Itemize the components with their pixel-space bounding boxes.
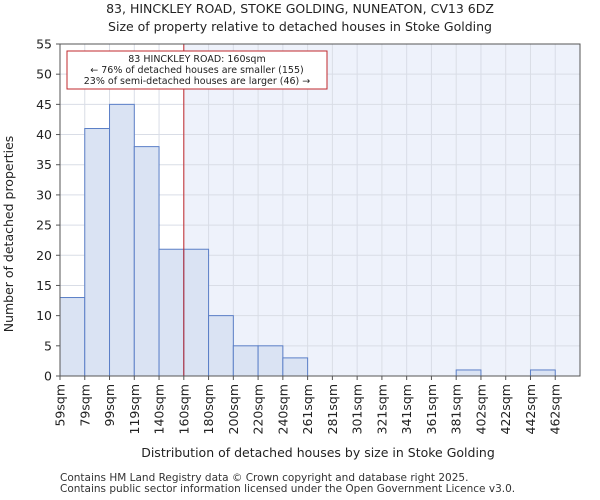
x-tick-label: 220sqm <box>251 384 266 434</box>
y-axis-ticks: 0 5 10 15 20 25 30 35 40 45 50 55 <box>36 37 60 384</box>
bar <box>529 369 556 377</box>
annotation-line-1: 83 HINCKLEY ROAD: 160sqm <box>128 54 265 65</box>
annotation-box: 83 HINCKLEY ROAD: 160sqm ← 76% of detach… <box>66 50 328 90</box>
annotation-line-3: 23% of semi-detached houses are larger (… <box>84 76 311 87</box>
bar <box>455 369 482 377</box>
footer-line-2: Contains public sector information licen… <box>60 483 516 495</box>
bar <box>109 103 135 377</box>
bar <box>232 345 259 377</box>
annotation-border <box>66 50 328 90</box>
bar <box>158 248 185 377</box>
bar <box>59 297 86 377</box>
x-tick-label: 180sqm <box>201 384 216 434</box>
bar <box>183 248 210 377</box>
bars <box>59 103 556 377</box>
x-tick-label: 321sqm <box>374 384 389 434</box>
bar <box>257 345 284 377</box>
y-tick-label: 50 <box>36 67 52 82</box>
bar <box>84 128 111 377</box>
y-tick-label: 15 <box>36 278 52 293</box>
bar <box>282 357 309 377</box>
x-tick-label: 402sqm <box>473 384 488 434</box>
chart-subtitle: Size of property relative to detached ho… <box>108 19 492 34</box>
chart-title: 83, HINCKLEY ROAD, STOKE GOLDING, NUNEAT… <box>106 1 494 16</box>
y-tick-label: 35 <box>36 157 52 172</box>
y-tick-label: 5 <box>44 338 52 353</box>
y-tick-label: 25 <box>36 218 52 233</box>
x-tick-label: 59sqm <box>53 384 68 427</box>
x-axis-ticks: 59sqm 79sqm 99sqm 119sqm 140sqm 160sqm 180sqm 2… <box>53 376 563 434</box>
x-tick-label: 261sqm <box>300 384 315 434</box>
y-tick-label: 45 <box>36 97 52 112</box>
y-tick-label: 55 <box>36 37 52 52</box>
x-tick-label: 301sqm <box>350 384 365 434</box>
y-tick-label: 10 <box>36 308 52 323</box>
footer: Contains HM Land Registry data © Crown c… <box>60 473 515 495</box>
y-axis-label: Number of detached properties <box>1 136 16 333</box>
annotation-line-2: ← 76% of detached houses are smaller (15… <box>90 65 303 76</box>
x-tick-label: 462sqm <box>548 384 563 434</box>
y-tick-label: 20 <box>36 248 52 263</box>
x-tick-label: 240sqm <box>275 384 290 434</box>
y-tick-label: 0 <box>44 369 52 384</box>
x-tick-label: 381sqm <box>449 384 464 434</box>
x-tick-label: 200sqm <box>226 384 241 434</box>
footer-line-1: Contains HM Land Registry data © Crown c… <box>60 472 469 484</box>
x-tick-label: 99sqm <box>102 384 117 427</box>
y-tick-label: 40 <box>36 127 52 142</box>
x-tick-label: 281sqm <box>325 384 340 434</box>
x-tick-label: 140sqm <box>152 384 167 434</box>
x-tick-label: 442sqm <box>523 384 538 434</box>
x-tick-label: 160sqm <box>176 384 191 434</box>
x-tick-label: 79sqm <box>77 384 92 427</box>
x-tick-label: 119sqm <box>127 384 142 434</box>
bar <box>208 315 234 377</box>
y-tick-label: 30 <box>36 187 52 202</box>
x-tick-label: 361sqm <box>424 384 439 434</box>
x-tick-label: 422sqm <box>498 384 513 434</box>
x-axis-label: Distribution of detached houses by size … <box>141 445 495 460</box>
x-tick-label: 341sqm <box>399 384 414 434</box>
plot-frame <box>59 43 581 377</box>
bar <box>133 146 160 377</box>
